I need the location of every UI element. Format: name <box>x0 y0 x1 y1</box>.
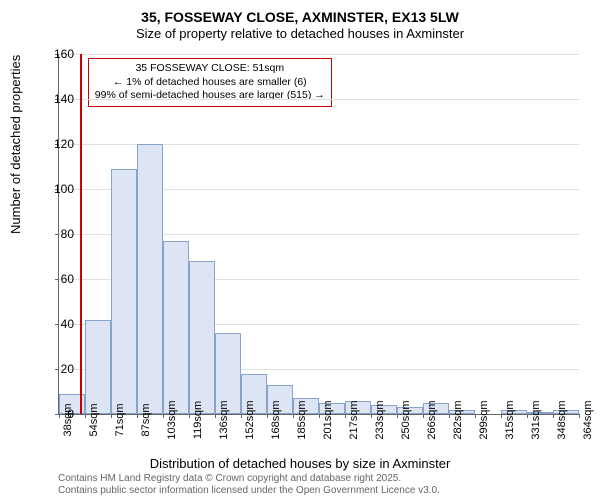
xtick-mark <box>319 414 320 418</box>
xtick-mark <box>397 414 398 418</box>
xtick-mark <box>163 414 164 418</box>
xtick-mark <box>215 414 216 418</box>
xtick-label: 152sqm <box>244 400 256 439</box>
xtick-label: 136sqm <box>218 400 230 439</box>
ytick-label: 140 <box>44 92 74 106</box>
histogram-bar <box>137 144 163 414</box>
info-line-2: ← 1% of detached houses are smaller (6) <box>95 76 325 90</box>
xtick-label: 315sqm <box>504 400 516 439</box>
xtick-label: 282sqm <box>452 400 464 439</box>
xtick-mark <box>371 414 372 418</box>
property-marker-line <box>80 54 82 414</box>
gridline <box>59 54 579 55</box>
xtick-mark <box>85 414 86 418</box>
footer-text: Contains HM Land Registry data © Crown c… <box>58 473 440 497</box>
xtick-mark <box>137 414 138 418</box>
xtick-label: 217sqm <box>348 400 360 439</box>
histogram-bar <box>163 241 189 414</box>
ytick-label: 20 <box>44 362 74 376</box>
x-axis-label: Distribution of detached houses by size … <box>0 456 600 471</box>
xtick-mark <box>189 414 190 418</box>
plot-area: 35 FOSSEWAY CLOSE: 51sqm ← 1% of detache… <box>58 54 579 415</box>
xtick-mark <box>501 414 502 418</box>
xtick-label: 38sqm <box>62 403 74 436</box>
xtick-label: 119sqm <box>192 401 204 439</box>
histogram-bar <box>189 261 215 414</box>
xtick-mark <box>345 414 346 418</box>
xtick-label: 54sqm <box>88 403 100 436</box>
xtick-label: 348sqm <box>556 400 568 439</box>
info-line-3: 99% of semi-detached houses are larger (… <box>95 89 325 103</box>
chart-title: 35, FOSSEWAY CLOSE, AXMINSTER, EX13 5LW <box>0 0 600 26</box>
xtick-mark <box>449 414 450 418</box>
xtick-label: 266sqm <box>426 400 438 439</box>
y-axis-label: Number of detached properties <box>8 55 23 234</box>
xtick-label: 71sqm <box>114 403 126 436</box>
xtick-label: 87sqm <box>140 403 152 436</box>
chart-container: 35, FOSSEWAY CLOSE, AXMINSTER, EX13 5LW … <box>0 0 600 500</box>
gridline <box>59 99 579 100</box>
xtick-label: 103sqm <box>166 400 178 439</box>
xtick-label: 233sqm <box>374 400 386 439</box>
histogram-bar <box>85 320 111 415</box>
xtick-label: 185sqm <box>296 400 308 439</box>
xtick-label: 201sqm <box>322 400 334 439</box>
xtick-mark <box>241 414 242 418</box>
info-line-1: 35 FOSSEWAY CLOSE: 51sqm <box>95 62 325 76</box>
xtick-mark <box>553 414 554 418</box>
xtick-mark <box>579 414 580 418</box>
ytick-label: 40 <box>44 317 74 331</box>
xtick-label: 364sqm <box>582 400 594 439</box>
footer-line-1: Contains HM Land Registry data © Crown c… <box>58 473 440 485</box>
xtick-label: 250sqm <box>400 400 412 439</box>
xtick-label: 299sqm <box>478 400 490 439</box>
footer-line-2: Contains public sector information licen… <box>58 485 440 497</box>
xtick-mark <box>267 414 268 418</box>
xtick-mark <box>423 414 424 418</box>
chart-subtitle: Size of property relative to detached ho… <box>0 26 600 47</box>
ytick-label: 100 <box>44 182 74 196</box>
xtick-mark <box>475 414 476 418</box>
xtick-mark <box>111 414 112 418</box>
ytick-label: 160 <box>44 47 74 61</box>
ytick-label: 120 <box>44 137 74 151</box>
histogram-bar <box>111 169 137 414</box>
xtick-mark <box>293 414 294 418</box>
xtick-mark <box>527 414 528 418</box>
xtick-label: 168sqm <box>270 400 282 439</box>
xtick-label: 331sqm <box>530 400 542 439</box>
ytick-label: 60 <box>44 272 74 286</box>
ytick-label: 80 <box>44 227 74 241</box>
